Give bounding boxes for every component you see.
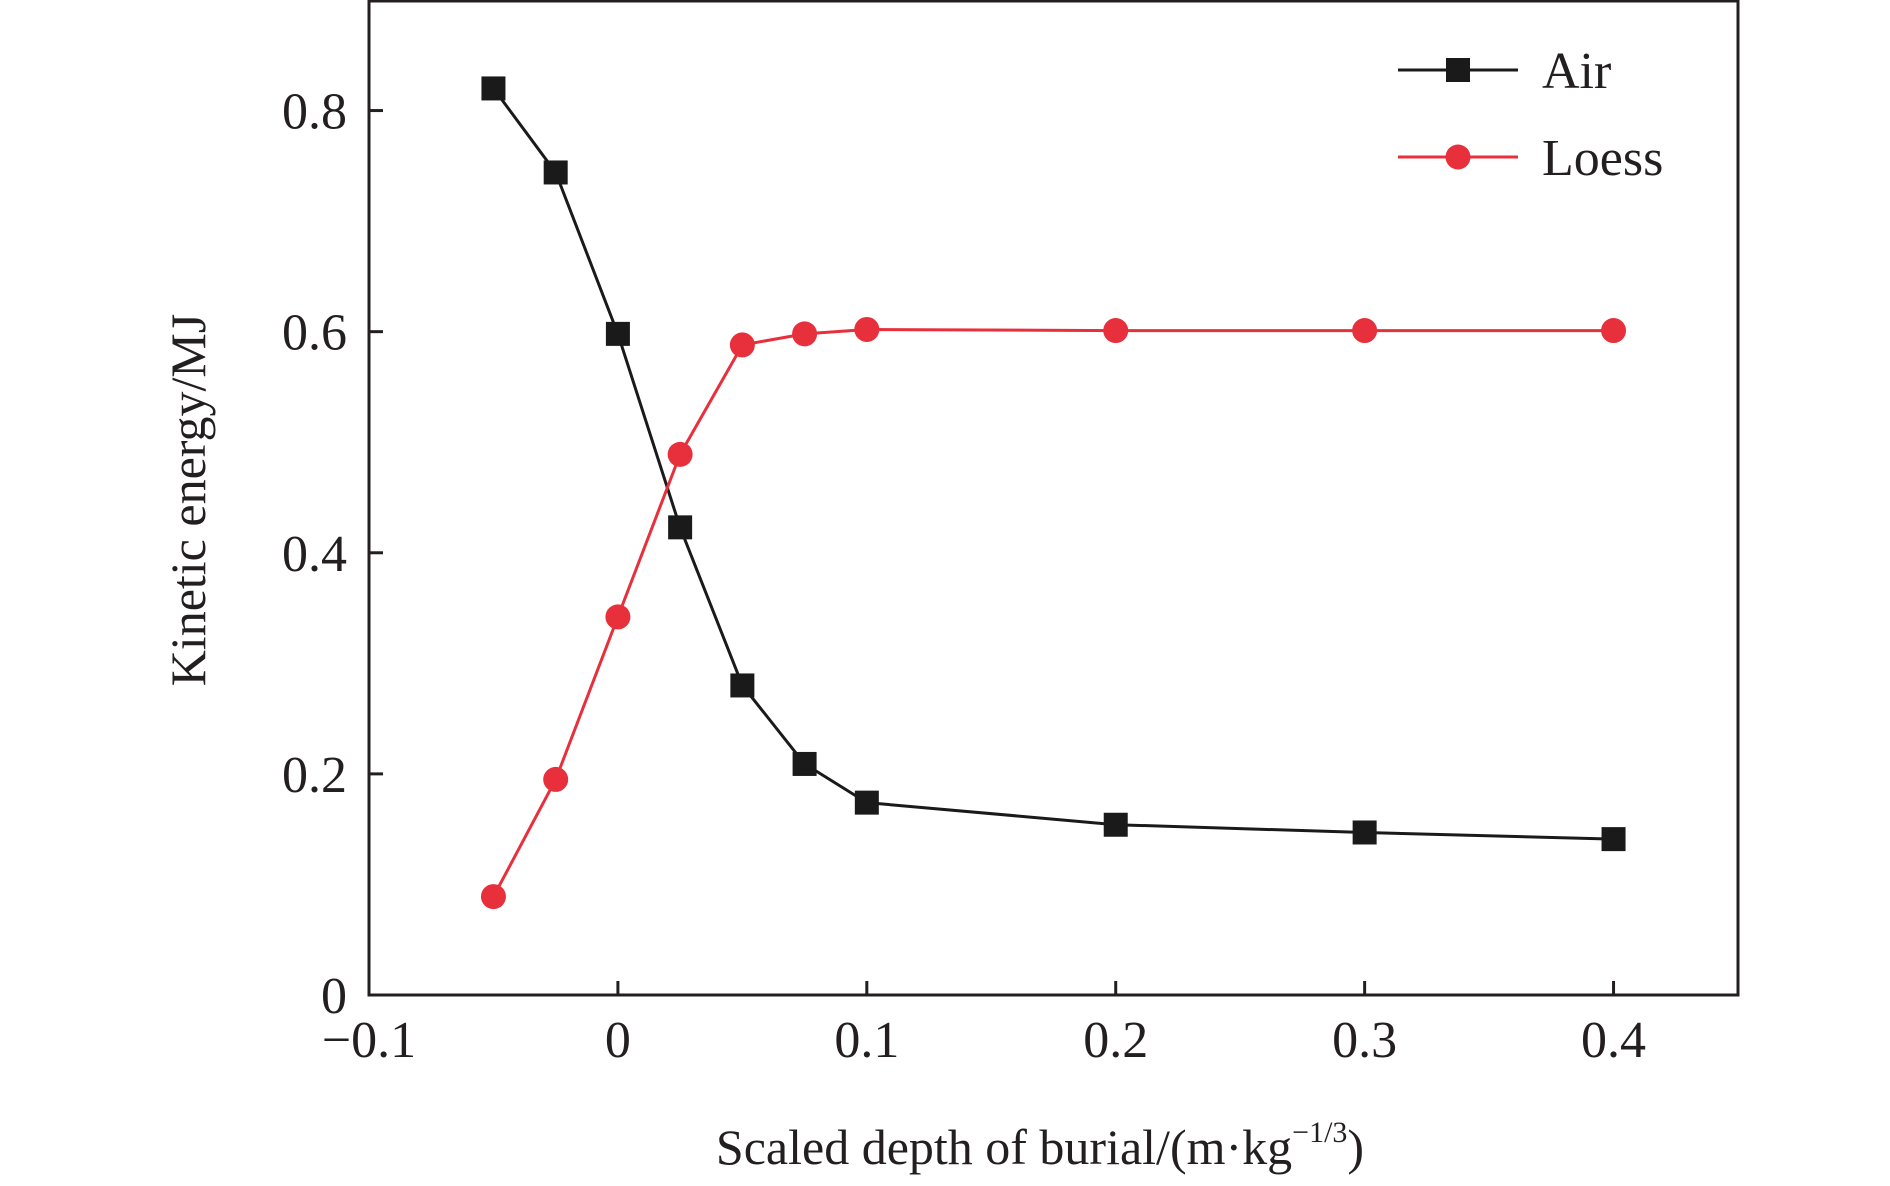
y-axis-title: Kinetic energy/MJ bbox=[160, 314, 216, 687]
data-point-air bbox=[1352, 820, 1377, 845]
x-tick-label: 0.3 bbox=[1332, 1012, 1397, 1069]
data-point-air bbox=[543, 160, 568, 185]
x-tick-label: −0.1 bbox=[322, 1012, 416, 1069]
series-air bbox=[481, 76, 1626, 852]
data-point-loess bbox=[1103, 318, 1129, 344]
data-point-loess bbox=[792, 321, 818, 347]
legend-label-loess: Loess bbox=[1542, 130, 1663, 187]
x-axis-title: Scaled depth of burial/(m·kg−1/3) bbox=[716, 1116, 1364, 1175]
x-tick-label: 0 bbox=[605, 1012, 631, 1069]
data-point-loess bbox=[1352, 318, 1378, 344]
y-tick-label: 0.4 bbox=[282, 526, 347, 583]
data-point-air bbox=[1601, 827, 1626, 852]
series-layer bbox=[480, 76, 1627, 910]
legend: Air Loess bbox=[1398, 43, 1663, 187]
y-tick-label: 0.8 bbox=[282, 84, 347, 141]
data-point-loess bbox=[1601, 318, 1627, 344]
legend-label-air: Air bbox=[1542, 43, 1611, 100]
data-point-loess bbox=[729, 332, 755, 358]
x-axis-title-main: Scaled depth of burial/(m·kg bbox=[716, 1119, 1292, 1175]
y-axis-ticks: 0 0.2 0.4 0.6 0.8 bbox=[282, 84, 383, 1025]
series-loess bbox=[480, 316, 1627, 910]
legend-marker-loess bbox=[1445, 144, 1471, 170]
data-point-loess bbox=[667, 441, 693, 467]
data-point-air bbox=[1103, 812, 1128, 837]
data-point-loess bbox=[543, 766, 569, 792]
data-point-air bbox=[668, 515, 693, 540]
y-tick-label: 0.2 bbox=[282, 747, 347, 804]
x-axis-title-tail: ) bbox=[1347, 1119, 1364, 1175]
y-tick-label: 0.6 bbox=[282, 305, 347, 362]
series-line-air bbox=[492, 87, 1614, 841]
legend-marker-air bbox=[1446, 58, 1470, 82]
data-point-loess bbox=[605, 604, 631, 630]
data-point-air bbox=[730, 673, 755, 698]
data-point-air bbox=[854, 790, 879, 815]
data-point-air bbox=[481, 76, 506, 101]
x-axis-title-superscript: −1/3 bbox=[1292, 1116, 1347, 1149]
x-axis-ticks: −0.1 0 0.1 0.2 0.3 0.4 bbox=[322, 981, 1646, 1069]
plot-border bbox=[367, 0, 1740, 997]
plot-frame bbox=[367, 0, 1740, 997]
legend-item-air: Air bbox=[1398, 43, 1611, 100]
series-line-loess bbox=[492, 328, 1614, 898]
x-tick-label: 0.1 bbox=[834, 1012, 899, 1069]
data-point-air bbox=[605, 321, 630, 346]
data-point-loess bbox=[854, 316, 880, 342]
y-tick-label: 0 bbox=[321, 968, 347, 1025]
x-tick-label: 0.4 bbox=[1581, 1012, 1646, 1069]
data-point-air bbox=[792, 751, 817, 776]
data-point-loess bbox=[480, 884, 506, 910]
x-tick-label: 0.2 bbox=[1083, 1012, 1148, 1069]
legend-item-loess: Loess bbox=[1398, 130, 1663, 187]
